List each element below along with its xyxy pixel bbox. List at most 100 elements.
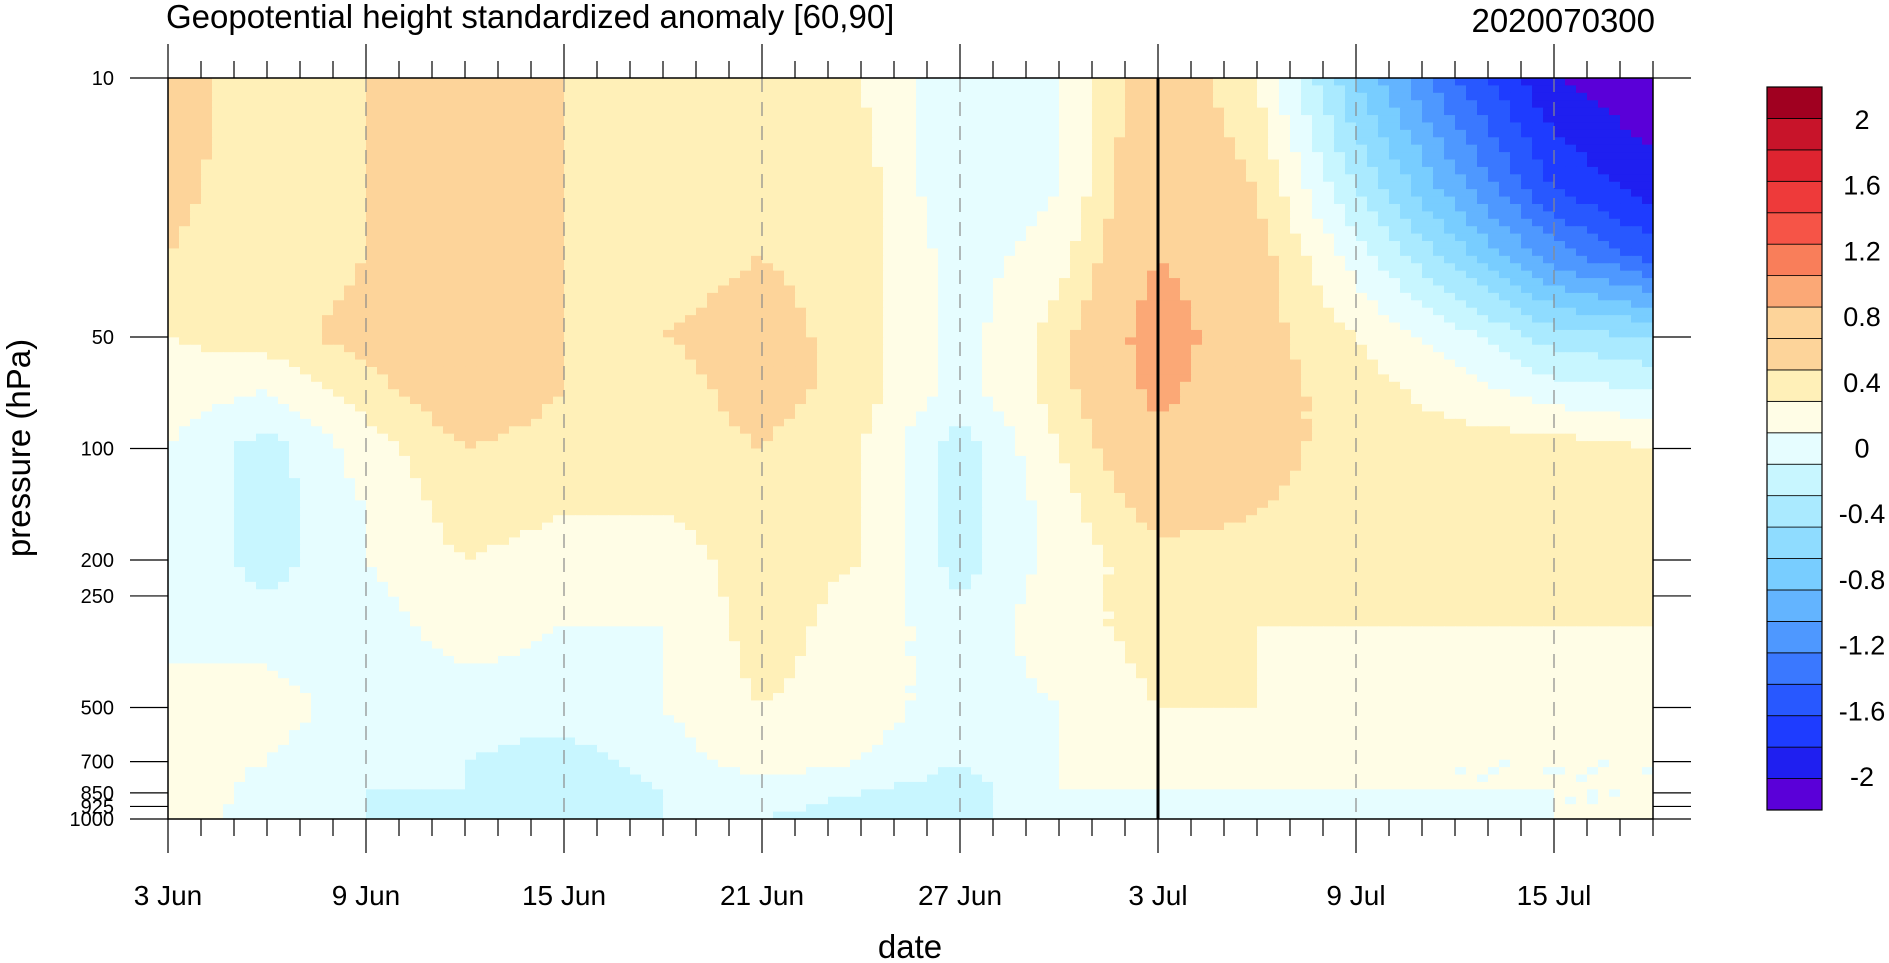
field-cell [289,270,301,279]
field-cell [685,203,697,212]
field-cell [509,270,521,279]
field-cell [366,270,378,279]
field-cell [927,344,939,353]
field-cell [817,85,829,94]
field-cell [300,159,312,168]
field-cell [1290,78,1302,87]
field-cell [1301,181,1313,190]
field-cell [1609,144,1621,153]
field-cell [652,137,664,146]
field-cell [1345,85,1357,94]
field-cell [1367,189,1379,198]
field-cell [333,263,345,272]
field-cell [1444,115,1456,124]
field-cell [1389,144,1401,153]
field-cell [531,159,543,168]
field-cell [1565,166,1577,175]
field-cell [1587,226,1599,235]
field-cell [322,322,334,331]
field-cell [542,315,554,324]
field-cell [1257,129,1269,138]
field-cell [498,78,510,87]
field-cell [872,315,884,324]
field-cell [1620,211,1632,220]
field-cell [300,129,312,138]
field-cell [520,203,532,212]
field-cell [685,129,697,138]
field-cell [1213,255,1225,264]
field-cell [1180,189,1192,198]
field-cell [1543,174,1555,183]
field-cell [586,152,598,161]
field-cell [179,248,191,257]
field-cell [476,159,488,168]
field-cell [1356,100,1368,109]
field-cell [740,115,752,124]
field-cell [267,307,279,316]
field-cell [927,329,939,338]
field-cell [696,122,708,131]
field-cell [1477,211,1489,220]
field-cell [1004,307,1016,316]
field-cell [663,166,675,175]
field-cell [223,85,235,94]
field-cell [564,100,576,109]
field-cell [883,329,895,338]
field-cell [817,196,829,205]
field-cell [476,107,488,116]
field-cell [1048,248,1060,257]
field-cell [652,218,664,227]
field-cell [685,181,697,190]
field-cell [1114,233,1126,242]
field-cell [1499,196,1511,205]
field-cell [784,100,796,109]
field-cell [1048,241,1060,250]
field-cell [1411,211,1423,220]
field-cell [1609,248,1621,257]
field-cell [1037,85,1049,94]
field-cell [916,255,928,264]
field-cell [641,270,653,279]
field-cell [355,344,367,353]
field-cell [982,233,994,242]
field-cell [1235,92,1247,101]
field-cell [1290,115,1302,124]
field-cell [267,137,279,146]
field-cell [1169,233,1181,242]
field-cell [366,315,378,324]
field-cell [916,322,928,331]
field-cell [1411,196,1423,205]
field-cell [223,203,235,212]
field-cell [949,233,961,242]
field-cell [388,137,400,146]
field-cell [509,322,521,331]
field-cell [1587,166,1599,175]
field-cell [641,203,653,212]
field-cell [663,270,675,279]
field-cell [1180,92,1192,101]
field-cell [1125,189,1137,198]
field-cell [597,78,609,87]
field-cell [586,218,598,227]
field-cell [1015,100,1027,109]
field-cell [1499,233,1511,242]
field-cell [1323,78,1335,87]
field-cell [586,144,598,153]
field-cell [1543,122,1555,131]
field-cell [289,85,301,94]
field-cell [1488,248,1500,257]
field-cell [542,129,554,138]
field-cell [1092,315,1104,324]
field-cell [806,337,818,346]
field-cell [982,263,994,272]
field-cell [1059,85,1071,94]
field-cell [366,300,378,309]
field-cell [971,344,983,353]
field-cell [1400,144,1412,153]
field-cell [1598,107,1610,116]
field-cell [498,137,510,146]
field-cell [476,137,488,146]
field-cell [619,270,631,279]
field-cell [652,292,664,301]
field-cell [333,292,345,301]
